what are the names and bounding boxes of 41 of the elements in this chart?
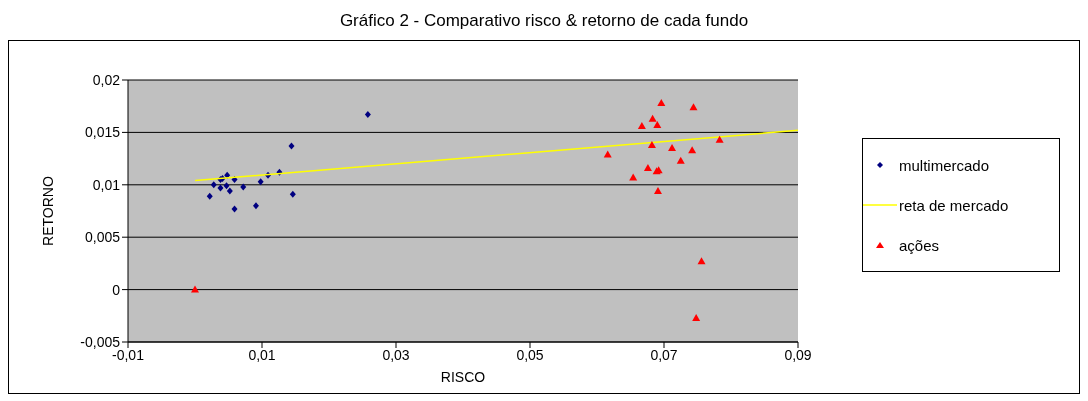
x-axis-title: RISCO [440, 369, 486, 385]
point [657, 99, 666, 107]
y-tick-label: 0,015 [84, 124, 121, 141]
point [637, 122, 646, 130]
x-tick-label: 0,01 [248, 346, 276, 363]
point [257, 178, 264, 186]
point [252, 202, 259, 210]
y-tick-label: 0,02 [92, 71, 121, 88]
y-tick-label: 0,01 [92, 176, 121, 193]
x-tick-label: 0,07 [650, 346, 678, 363]
point [689, 103, 698, 111]
point [692, 313, 701, 321]
point [715, 135, 724, 143]
point [226, 187, 233, 195]
chart-title: Gráfico 2 - Comparativo risco & retorno de cada fundo [338, 10, 750, 32]
point [668, 144, 677, 152]
point [648, 114, 657, 122]
point [289, 190, 296, 198]
y-tick-label: 0,005 [84, 229, 121, 246]
y-axis-title: RETORNO [39, 176, 56, 246]
point [191, 285, 199, 293]
point [653, 187, 662, 195]
point [364, 111, 371, 119]
x-tick-label: 0,09 [784, 346, 812, 363]
legend-label: reta de mercado [899, 196, 1009, 214]
point [647, 140, 656, 148]
point [643, 164, 652, 172]
x-tick-label: 0,03 [382, 346, 410, 363]
point [217, 184, 224, 192]
point [676, 156, 685, 164]
legend-label: multimercado [899, 156, 990, 174]
x-tick-label: 0,05 [516, 346, 544, 363]
point [231, 205, 238, 213]
point [240, 183, 247, 191]
point [223, 182, 230, 190]
point [210, 181, 217, 189]
legend-label: ações [899, 236, 940, 254]
point [653, 121, 662, 129]
point [206, 192, 213, 200]
y-tick-label: 0 [112, 281, 121, 298]
point [688, 146, 697, 154]
